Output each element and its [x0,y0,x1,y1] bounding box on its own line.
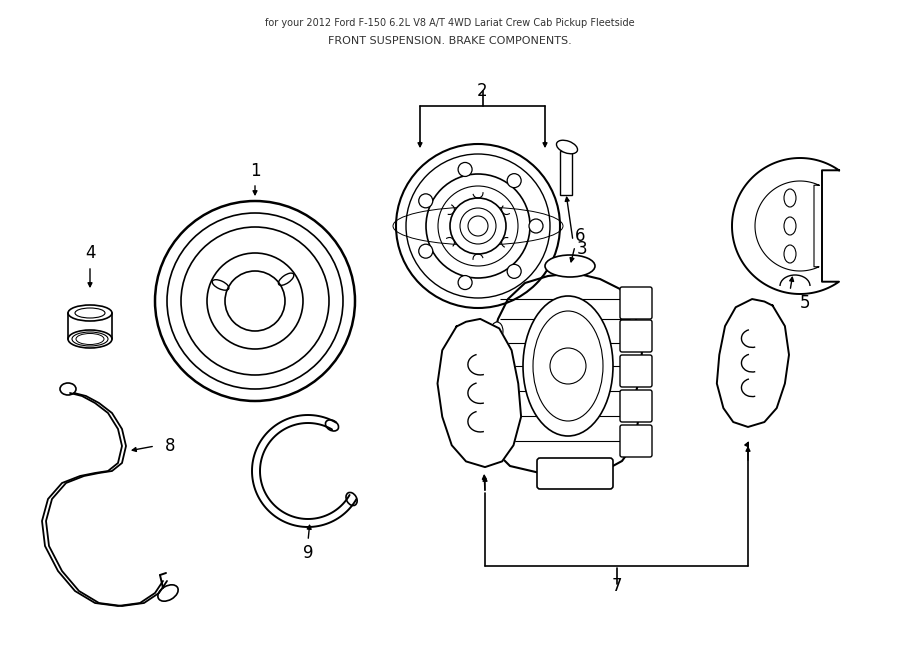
Polygon shape [716,299,789,427]
Ellipse shape [784,189,796,207]
FancyBboxPatch shape [620,390,652,422]
Circle shape [508,264,521,278]
Ellipse shape [784,217,796,235]
Ellipse shape [158,585,178,602]
Text: 5: 5 [800,294,810,312]
Circle shape [529,219,543,233]
FancyBboxPatch shape [560,151,572,195]
FancyBboxPatch shape [620,320,652,352]
FancyBboxPatch shape [620,287,652,319]
Text: 3: 3 [577,240,588,258]
Ellipse shape [346,492,357,506]
Ellipse shape [68,330,112,348]
Text: for your 2012 Ford F-150 6.2L V8 A/T 4WD Lariat Crew Cab Pickup Fleetside: for your 2012 Ford F-150 6.2L V8 A/T 4WD… [266,18,634,28]
Circle shape [396,144,560,308]
Ellipse shape [68,305,112,321]
Ellipse shape [491,322,503,340]
Text: 8: 8 [165,437,176,455]
Text: 4: 4 [85,244,95,262]
Text: 6: 6 [575,227,585,245]
FancyBboxPatch shape [537,458,613,489]
Text: 7: 7 [611,577,622,595]
Circle shape [426,174,530,278]
Ellipse shape [556,140,578,154]
Ellipse shape [523,296,613,436]
Circle shape [418,244,433,258]
Polygon shape [755,181,819,271]
Ellipse shape [545,255,595,277]
Ellipse shape [326,420,338,431]
Circle shape [458,276,473,290]
Circle shape [450,198,506,254]
Circle shape [418,194,433,208]
Polygon shape [437,319,521,467]
Text: 2: 2 [477,82,488,100]
Polygon shape [490,273,642,476]
Ellipse shape [491,427,503,445]
Polygon shape [732,158,839,294]
Ellipse shape [491,392,503,410]
Text: 9: 9 [302,544,313,562]
FancyBboxPatch shape [620,355,652,387]
Circle shape [508,174,521,188]
Text: FRONT SUSPENSION. BRAKE COMPONENTS.: FRONT SUSPENSION. BRAKE COMPONENTS. [328,36,572,46]
FancyBboxPatch shape [620,425,652,457]
Ellipse shape [784,245,796,263]
Ellipse shape [491,357,503,375]
Circle shape [458,163,473,176]
Text: 1: 1 [249,162,260,180]
